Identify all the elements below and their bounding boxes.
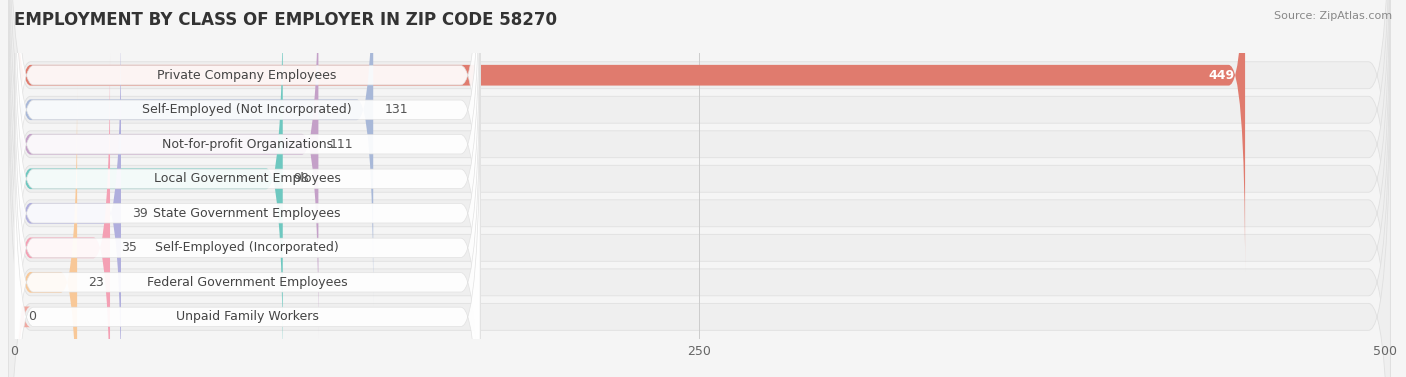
Text: 0: 0 xyxy=(28,310,35,323)
Text: 23: 23 xyxy=(89,276,104,289)
FancyBboxPatch shape xyxy=(14,51,481,377)
Text: State Government Employees: State Government Employees xyxy=(153,207,340,220)
FancyBboxPatch shape xyxy=(14,0,481,377)
Text: EMPLOYMENT BY CLASS OF EMPLOYER IN ZIP CODE 58270: EMPLOYMENT BY CLASS OF EMPLOYER IN ZIP C… xyxy=(14,11,557,29)
FancyBboxPatch shape xyxy=(8,0,1391,338)
FancyBboxPatch shape xyxy=(14,86,77,377)
Text: Federal Government Employees: Federal Government Employees xyxy=(146,276,347,289)
Text: Self-Employed (Not Incorporated): Self-Employed (Not Incorporated) xyxy=(142,103,352,116)
FancyBboxPatch shape xyxy=(14,0,481,307)
FancyBboxPatch shape xyxy=(14,0,283,375)
FancyBboxPatch shape xyxy=(0,120,31,377)
Text: Local Government Employees: Local Government Employees xyxy=(153,172,340,185)
Text: 131: 131 xyxy=(384,103,408,116)
Text: 111: 111 xyxy=(329,138,353,151)
FancyBboxPatch shape xyxy=(8,0,1391,377)
FancyBboxPatch shape xyxy=(14,0,481,376)
Text: Not-for-profit Organizations: Not-for-profit Organizations xyxy=(162,138,333,151)
FancyBboxPatch shape xyxy=(14,0,1246,272)
FancyBboxPatch shape xyxy=(8,0,1391,372)
Text: 39: 39 xyxy=(132,207,148,220)
FancyBboxPatch shape xyxy=(14,51,110,377)
FancyBboxPatch shape xyxy=(14,85,481,377)
FancyBboxPatch shape xyxy=(8,0,1391,377)
FancyBboxPatch shape xyxy=(8,20,1391,377)
Text: Private Company Employees: Private Company Employees xyxy=(157,69,337,82)
Text: Self-Employed (Incorporated): Self-Employed (Incorporated) xyxy=(155,241,339,254)
FancyBboxPatch shape xyxy=(14,0,318,341)
Text: 449: 449 xyxy=(1208,69,1234,82)
Text: Unpaid Family Workers: Unpaid Family Workers xyxy=(176,310,319,323)
Text: 35: 35 xyxy=(121,241,136,254)
Text: 98: 98 xyxy=(294,172,309,185)
FancyBboxPatch shape xyxy=(14,0,373,307)
FancyBboxPatch shape xyxy=(14,0,481,377)
FancyBboxPatch shape xyxy=(8,54,1391,377)
FancyBboxPatch shape xyxy=(14,0,481,342)
FancyBboxPatch shape xyxy=(14,16,481,377)
FancyBboxPatch shape xyxy=(8,0,1391,377)
Text: Source: ZipAtlas.com: Source: ZipAtlas.com xyxy=(1274,11,1392,21)
FancyBboxPatch shape xyxy=(8,0,1391,377)
FancyBboxPatch shape xyxy=(14,17,121,377)
